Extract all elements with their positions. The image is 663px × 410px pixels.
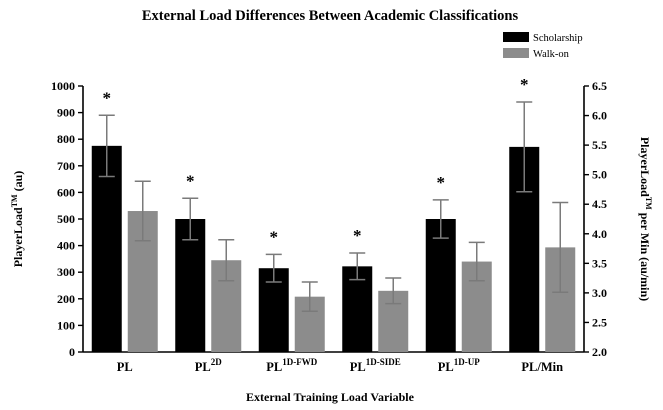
axes: 0 100 200 300 400 500 600 700 800 900 1000 2.0 2.5 3.… (51, 79, 607, 359)
category-labels: PL PL2D PL1D-FWD PL1D-SIDE PL1D-UP PL/Min (117, 357, 563, 374)
bars (91, 145, 576, 352)
significance-star: * (270, 227, 279, 246)
x-tick-label: PL (117, 360, 133, 374)
x-tick-label: PL1D-FWD (266, 357, 317, 374)
legend-swatch (503, 32, 529, 42)
y-tick-label-right: 3.5 (592, 256, 607, 270)
y-tick-label-left: 500 (57, 212, 75, 226)
y-tick-label-right: 5.0 (592, 168, 607, 182)
legend-label: Scholarship (533, 33, 583, 44)
y-tick-label-right: 4.0 (592, 227, 607, 241)
y-tick-label-left: 0 (69, 345, 75, 359)
y-tick-label-right: 2.5 (592, 315, 607, 329)
legend-swatch (503, 48, 529, 58)
x-tick-label: PL2D (195, 357, 222, 374)
x-tick-label: PL1D-UP (438, 357, 480, 374)
y-axis-left-label: PlayerLoadTM (au) (10, 171, 25, 268)
y-tick-label-left: 300 (57, 265, 75, 279)
y-tick-label-left: 400 (57, 239, 75, 253)
y-tick-label-right: 3.0 (592, 286, 607, 300)
y-tick-label-left: 900 (57, 106, 75, 120)
x-tick-label: PL/Min (521, 360, 563, 374)
bar-scholarship (425, 219, 456, 352)
legend-label: Walk-on (533, 49, 570, 60)
y-tick-label-right: 6.5 (592, 79, 607, 93)
significance-markers: * * * * * * (103, 75, 529, 246)
significance-star: * (186, 171, 195, 190)
y-tick-label-left: 100 (57, 318, 75, 332)
y-axis-right-label: PlayerLoadTM per Min (au/min) (638, 137, 653, 301)
chart-title: External Load Differences Between Academ… (142, 8, 519, 24)
significance-star: * (103, 88, 112, 107)
bar-scholarship (175, 219, 206, 352)
y-tick-label-left: 600 (57, 185, 75, 199)
y-tick-label-left: 200 (57, 292, 75, 306)
y-tick-label-right: 6.0 (592, 109, 607, 123)
y-tick-label-left: 700 (57, 159, 75, 173)
bar-scholarship (91, 145, 122, 352)
significance-star: * (437, 173, 446, 192)
y-tick-label-left: 800 (57, 132, 75, 146)
significance-star: * (520, 75, 529, 94)
bar-scholarship (342, 266, 373, 352)
x-tick-label: PL1D-SIDE (350, 357, 401, 374)
significance-star: * (353, 226, 362, 245)
x-axis-label: External Training Load Variable (246, 390, 415, 404)
y-tick-label-right: 4.5 (592, 197, 607, 211)
y-tick-label-left: 1000 (51, 79, 75, 93)
legend: Scholarship Walk-on (503, 32, 583, 60)
y-tick-label-right: 2.0 (592, 345, 607, 359)
y-tick-label-right: 5.5 (592, 138, 607, 152)
error-bars (98, 101, 569, 313)
